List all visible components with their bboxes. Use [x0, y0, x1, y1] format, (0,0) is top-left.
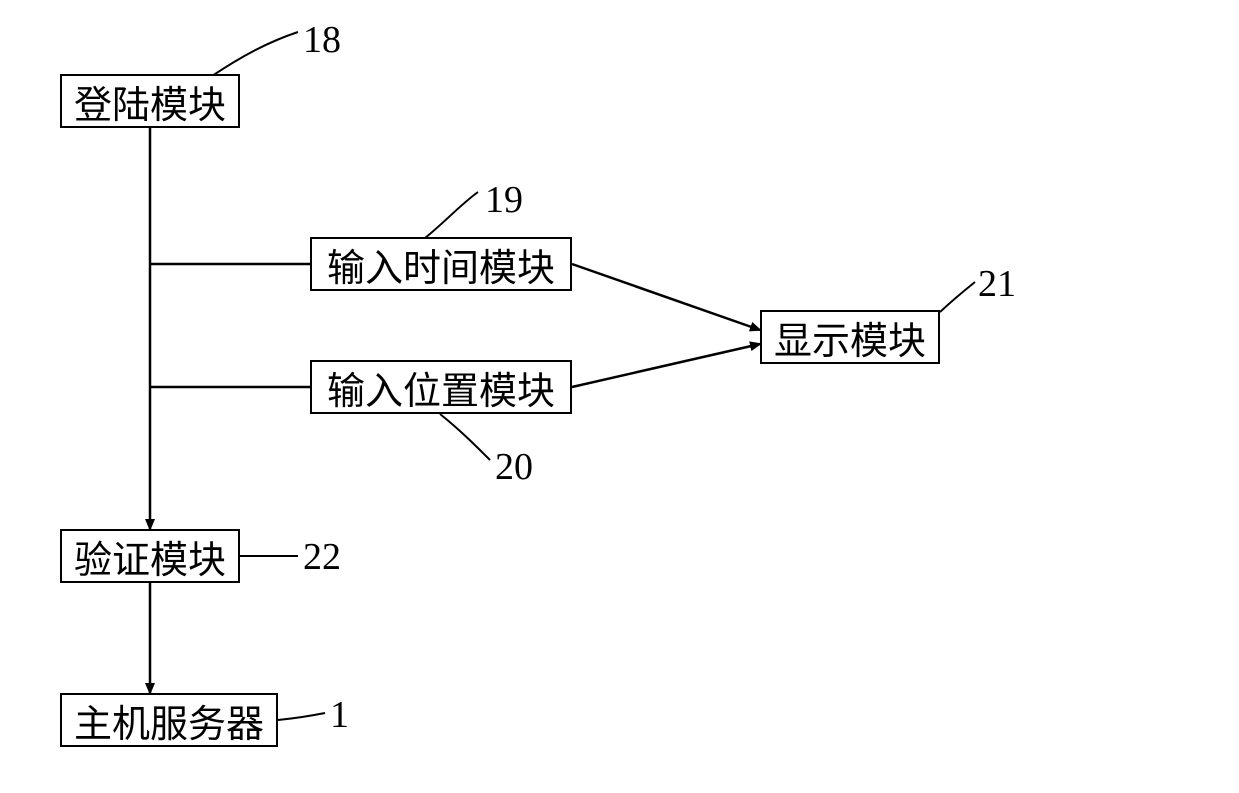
leader-n21	[940, 282, 975, 312]
label-text: 21	[978, 263, 1016, 305]
label-n18: 18	[303, 18, 341, 62]
label-n22: 22	[303, 535, 341, 579]
node-n19: 输入时间模块	[310, 237, 572, 291]
node-text: 显示模块	[774, 310, 926, 365]
label-n1: 1	[330, 693, 349, 737]
label-n21: 21	[978, 262, 1016, 306]
label-text: 1	[330, 694, 349, 736]
leader-n19	[425, 192, 478, 238]
label-text: 22	[303, 536, 341, 578]
node-n21: 显示模块	[760, 310, 940, 364]
leader-n1	[278, 713, 325, 720]
edge-3	[572, 264, 760, 330]
leader-n20	[440, 414, 490, 460]
label-text: 20	[495, 446, 533, 488]
label-text: 18	[303, 19, 341, 61]
edge-4	[572, 344, 760, 387]
label-text: 19	[485, 179, 523, 221]
label-n20: 20	[495, 445, 533, 489]
node-n1: 主机服务器	[60, 693, 278, 747]
node-n18: 登陆模块	[60, 74, 240, 128]
node-text: 输入位置模块	[327, 360, 555, 415]
node-text: 输入时间模块	[327, 237, 555, 292]
node-n20: 输入位置模块	[310, 360, 572, 414]
node-text: 验证模块	[74, 529, 226, 584]
node-text: 主机服务器	[74, 693, 264, 748]
node-n22: 验证模块	[60, 529, 240, 583]
leader-n18	[212, 32, 298, 76]
node-text: 登陆模块	[74, 74, 226, 129]
label-n19: 19	[485, 178, 523, 222]
